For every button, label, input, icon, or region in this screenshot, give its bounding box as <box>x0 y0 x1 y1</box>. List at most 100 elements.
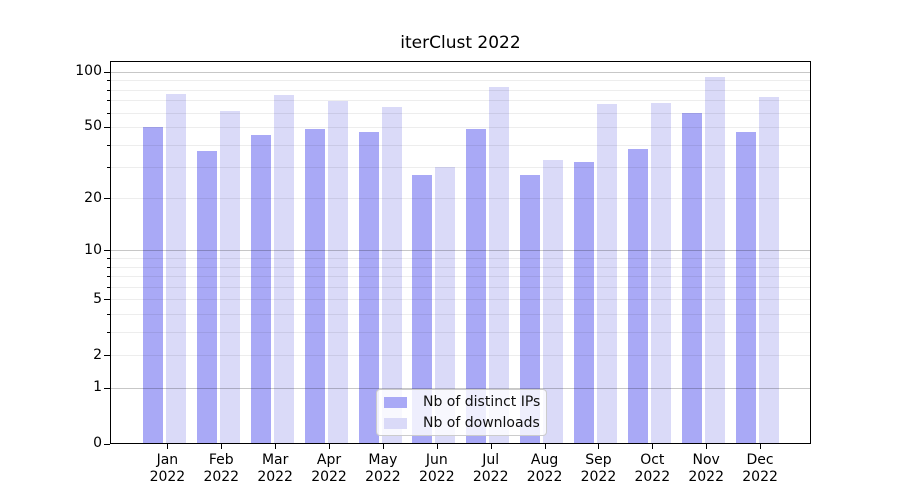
gridline-major-1 <box>110 387 811 389</box>
x-tick-mark-may <box>382 443 384 449</box>
y-minor-tick-mark-8 <box>107 266 110 268</box>
x-tick-mark-dec <box>760 443 762 449</box>
y-tick-mark-2 <box>104 355 110 357</box>
y-tick-mark-10 <box>104 250 110 252</box>
bar-distinct-ips-feb <box>196 150 217 444</box>
legend-item-downloads: Nb of downloads <box>384 415 540 431</box>
bar-downloads-apr <box>327 101 348 444</box>
gridline-minor-4 <box>110 313 811 315</box>
x-tick-mark-sep <box>598 443 600 449</box>
x-tick-mark-aug <box>544 443 546 449</box>
gridline-minor-80 <box>110 89 811 91</box>
x-tick-label-aug: Aug 2022 <box>526 452 563 485</box>
bar-downloads-feb <box>219 111 240 444</box>
x-tick-label-feb: Feb 2022 <box>203 452 240 485</box>
bar-distinct-ips-sep <box>574 162 595 444</box>
y-minor-tick-mark-60 <box>107 112 110 114</box>
y-minor-tick-mark-40 <box>107 144 110 146</box>
gridline-minor-6 <box>110 286 811 288</box>
y-tick-label-5: 5 <box>93 290 102 307</box>
bar-downloads-aug <box>543 159 564 444</box>
y-minor-tick-mark-3 <box>107 331 110 333</box>
y-minor-tick-mark-80 <box>107 89 110 91</box>
x-tick-label-nov: Nov 2022 <box>688 452 724 485</box>
bar-downloads-mar <box>273 94 294 444</box>
plot-area <box>110 61 811 444</box>
bar-distinct-ips-dec <box>735 131 756 444</box>
y-tick-label-0: 0 <box>93 435 102 451</box>
x-tick-mark-nov <box>706 443 708 449</box>
gridline-minor-50 <box>110 126 811 128</box>
x-tick-mark-mar <box>275 443 277 449</box>
x-tick-label-apr: Apr 2022 <box>311 452 347 485</box>
legend-item-distinct-ips: Nb of distinct IPs <box>384 394 541 410</box>
y-tick-mark-1 <box>104 387 110 389</box>
y-tick-mark-0 <box>104 443 110 445</box>
x-tick-label-oct: Oct 2022 <box>634 452 671 485</box>
bar-distinct-ips-nov <box>681 112 702 444</box>
bar-downloads-may <box>381 107 402 444</box>
gridline-minor-70 <box>110 100 811 102</box>
gridline-minor-3 <box>110 331 811 333</box>
y-tick-label-2: 2 <box>93 346 102 363</box>
bar-downloads-oct <box>650 102 671 444</box>
bar-downloads-jul <box>489 86 510 444</box>
y-minor-tick-mark-90 <box>107 80 110 82</box>
gridline-minor-90 <box>110 80 811 82</box>
bar-distinct-ips-jul <box>466 128 487 444</box>
x-tick-mark-jan <box>167 443 169 449</box>
gridline-minor-40 <box>110 144 811 146</box>
bar-distinct-ips-aug <box>520 175 541 444</box>
x-tick-mark-jun <box>436 443 438 449</box>
gridline-minor-5 <box>110 299 811 301</box>
y-minor-tick-mark-6 <box>107 286 110 288</box>
bar-distinct-ips-mar <box>250 135 271 444</box>
legend-label-downloads: Nb of downloads <box>423 415 540 431</box>
legend-swatch-downloads <box>384 417 407 429</box>
y-tick-mark-20 <box>104 198 110 200</box>
chart-title: iterClust 2022 <box>400 33 521 53</box>
x-tick-label-mar: Mar 2022 <box>257 452 293 485</box>
bar-distinct-ips-oct <box>627 148 648 444</box>
gridline-major-10 <box>110 250 811 252</box>
x-tick-label-dec: Dec 2022 <box>742 452 778 485</box>
y-tick-label-100: 100 <box>75 63 102 80</box>
y-tick-label-50: 50 <box>84 118 102 135</box>
bar-distinct-ips-apr <box>304 128 325 444</box>
bar-downloads-jun <box>435 167 456 444</box>
x-tick-mark-jul <box>490 443 492 449</box>
y-minor-tick-mark-30 <box>107 167 110 169</box>
y-minor-tick-mark-70 <box>107 100 110 102</box>
y-tick-mark-50 <box>104 126 110 128</box>
legend-swatch-distinct-ips <box>384 396 407 408</box>
x-tick-mark-oct <box>652 443 654 449</box>
gridline-minor-9 <box>110 258 811 260</box>
gridline-minor-30 <box>110 167 811 169</box>
x-tick-mark-apr <box>329 443 331 449</box>
y-tick-mark-100 <box>104 71 110 73</box>
bar-downloads-jan <box>166 93 186 444</box>
legend-label-distinct-ips: Nb of distinct IPs <box>423 394 541 410</box>
y-minor-tick-mark-9 <box>107 258 110 260</box>
y-minor-tick-mark-7 <box>107 276 110 278</box>
x-tick-label-jun: Jun 2022 <box>418 452 455 485</box>
bar-downloads-dec <box>758 96 779 444</box>
gridline-minor-2 <box>110 355 811 357</box>
x-tick-label-may: May 2022 <box>365 452 401 485</box>
bar-distinct-ips-jun <box>412 175 433 444</box>
gridline-minor-20 <box>110 198 811 200</box>
x-tick-label-jul: Jul 2022 <box>472 452 509 485</box>
y-tick-mark-5 <box>104 299 110 301</box>
x-tick-mark-feb <box>221 443 223 449</box>
gridline-minor-7 <box>110 276 811 278</box>
x-tick-label-jan: Jan 2022 <box>149 452 186 485</box>
bar-distinct-ips-jan <box>143 126 163 444</box>
y-tick-label-20: 20 <box>84 189 102 206</box>
y-minor-tick-mark-4 <box>107 313 110 315</box>
gridline-minor-8 <box>110 266 811 268</box>
bar-downloads-sep <box>597 103 618 444</box>
bar-downloads-nov <box>704 76 725 444</box>
y-tick-label-1: 1 <box>93 379 102 396</box>
legend: Nb of distinct IPs Nb of downloads <box>376 389 547 436</box>
